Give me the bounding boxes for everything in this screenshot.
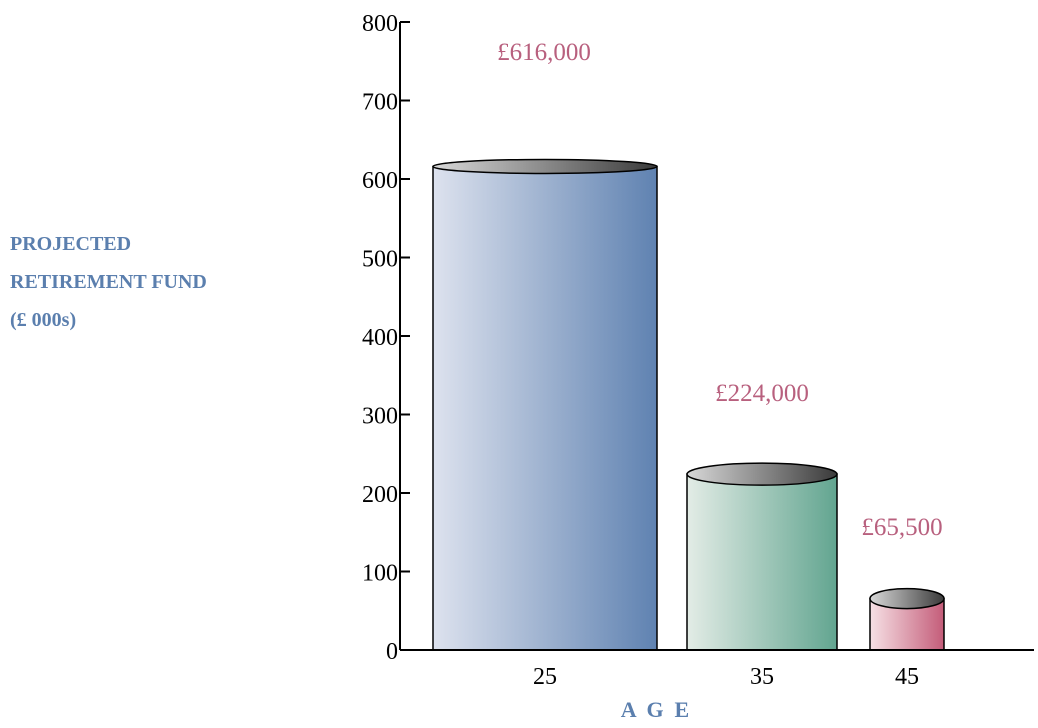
y-tick-label: 500 [362, 247, 398, 273]
y-axis-label-line-2: RETIREMENT FUND [10, 271, 207, 293]
y-tick-label: 200 [362, 482, 398, 508]
bar-top-cap [432, 158, 658, 175]
value-labels-group: £616,000 £224,000 £65,500 [497, 39, 943, 541]
bar-age-35 [686, 473, 838, 651]
bars-group [432, 158, 945, 651]
x-ticks-group: 25 35 45 [533, 664, 919, 690]
bar-top-cap [869, 587, 945, 610]
bar-age-25 [432, 165, 658, 651]
y-axis-label-line-1: PROJECTED [10, 233, 132, 255]
bar-top-cap [686, 462, 838, 486]
value-label: £224,000 [715, 380, 809, 407]
x-tick-label: 35 [750, 664, 774, 690]
y-axis-label-line-3: (£ 000s) [10, 309, 77, 331]
x-axis-label: A G E [621, 697, 689, 722]
value-label: £65,500 [861, 514, 942, 541]
x-tick-label: 45 [895, 664, 919, 690]
x-tick-label: 25 [533, 664, 557, 690]
y-tick-label: 400 [362, 325, 398, 351]
y-tick-label: 800 [362, 11, 398, 37]
y-tick-label: 300 [362, 404, 398, 430]
y-tick-label: 100 [362, 561, 398, 587]
y-ticks-group: 0 100 200 300 400 500 600 700 800 [362, 11, 410, 665]
y-tick-label: 600 [362, 168, 398, 194]
y-tick-label: 700 [362, 90, 398, 116]
value-label: £616,000 [497, 39, 591, 66]
y-tick-label: 0 [386, 639, 398, 665]
